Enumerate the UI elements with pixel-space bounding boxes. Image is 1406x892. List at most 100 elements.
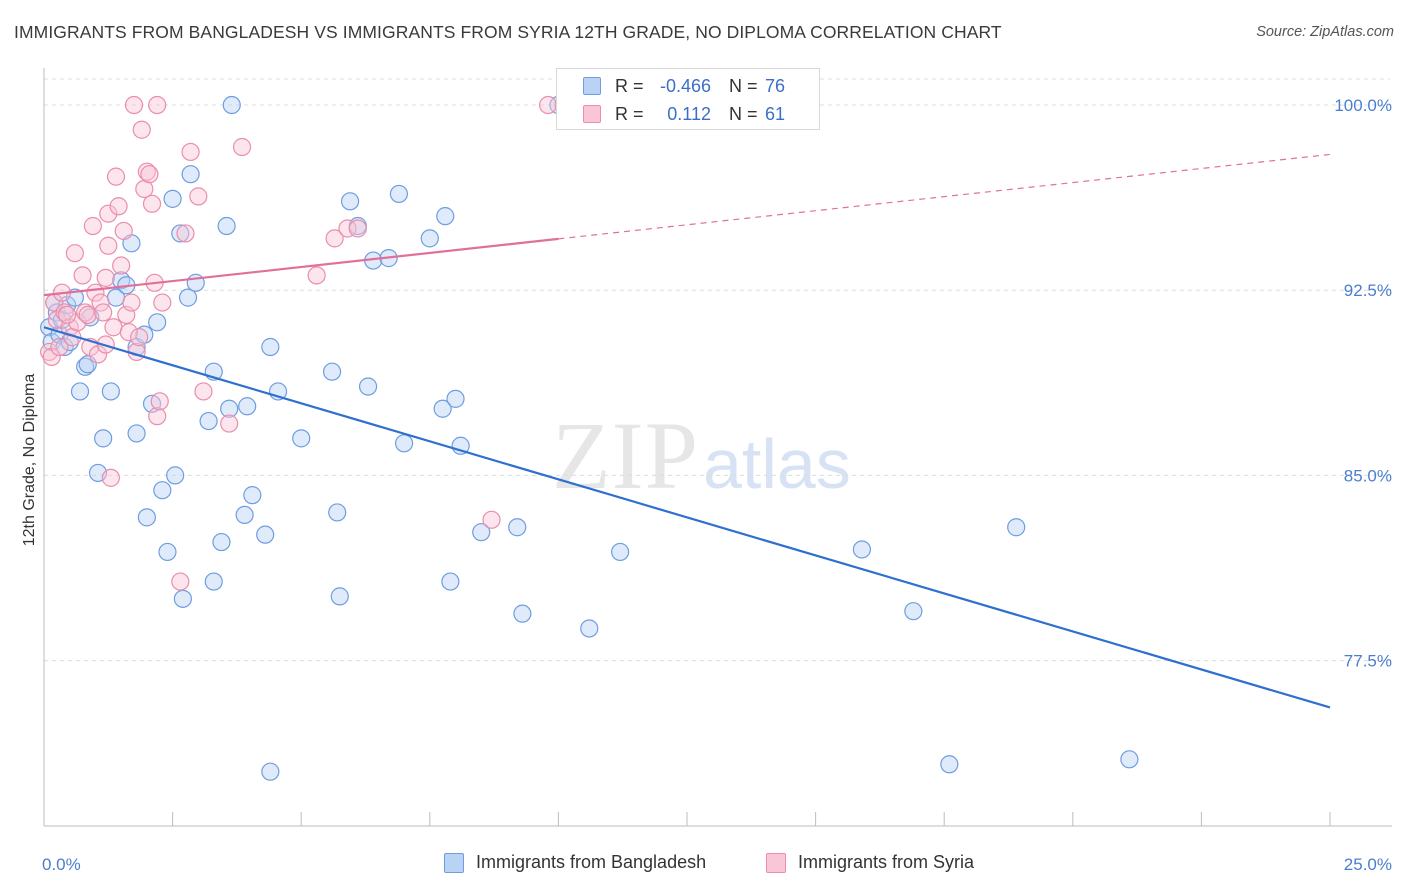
bangladesh-point — [127, 424, 146, 443]
trend-lines — [43, 153, 1331, 709]
bangladesh-point — [433, 399, 452, 418]
bangladesh-point — [611, 542, 630, 562]
syria-point — [132, 120, 151, 139]
bangladesh-point — [322, 362, 342, 381]
syria-point — [142, 194, 162, 213]
data-points — [40, 95, 1139, 781]
syria-point — [104, 318, 123, 337]
r-value: -0.466 — [659, 75, 711, 96]
syria-point — [148, 407, 167, 426]
syria-point — [114, 221, 133, 241]
bangladesh-point — [256, 525, 275, 544]
x-tick-labels: 0.0% 25.0% — [42, 855, 1392, 874]
bangladesh-point — [153, 481, 172, 500]
legend-item-bangladesh[interactable]: Immigrants from Bangladesh — [444, 852, 706, 873]
stats-row-bangladesh: R = -0.466 N = 76 — [557, 72, 785, 100]
bangladesh-point — [852, 540, 871, 559]
legend-label: Immigrants from Bangladesh — [476, 852, 707, 872]
bangladesh-point — [261, 762, 280, 781]
r-label: R = — [615, 75, 644, 96]
bangladesh-point — [212, 532, 231, 552]
syria-point — [220, 414, 239, 433]
bangladesh-point — [171, 224, 190, 243]
syria-point — [338, 219, 357, 238]
bangladesh-point — [1007, 518, 1026, 537]
syria-point — [348, 219, 367, 238]
syria-point — [189, 187, 208, 206]
bangladesh-point — [238, 397, 257, 416]
bangladesh-point — [940, 755, 959, 774]
bangladesh-point — [420, 229, 439, 248]
bangladesh-point — [358, 377, 378, 396]
syria-point — [112, 256, 131, 275]
n-label: N = — [729, 75, 758, 96]
bangladesh-point — [1120, 750, 1139, 769]
x-tick-label: 25.0% — [1344, 855, 1392, 874]
legend-item-syria[interactable]: Immigrants from Syria — [766, 852, 974, 873]
y-tick-labels: 77.5% 85.0% 92.5% 100.0% — [1334, 96, 1392, 671]
bangladesh-point — [158, 542, 177, 562]
stats-row-syria: R = 0.112 N = 61 — [557, 100, 785, 128]
bangladesh-point — [178, 288, 198, 307]
bangladesh-point — [181, 165, 200, 184]
syria-point — [109, 197, 128, 216]
syria-point — [99, 236, 118, 255]
r-label: R = — [615, 103, 644, 124]
syria-point — [194, 382, 213, 401]
bangladesh-point — [204, 572, 223, 591]
bangladesh-point — [472, 523, 491, 542]
bangladesh-point — [217, 216, 236, 236]
y-tick-label: 77.5% — [1344, 652, 1392, 671]
syria-point — [65, 244, 84, 263]
r-value: 0.112 — [667, 103, 711, 124]
syria-point — [58, 305, 77, 325]
syria-point — [307, 266, 326, 285]
syria-point — [78, 305, 97, 325]
bangladesh-point — [389, 184, 409, 204]
bangladesh-point — [580, 619, 599, 638]
y-tick-label: 85.0% — [1344, 466, 1392, 485]
y-tick-label: 92.5% — [1344, 281, 1392, 300]
legend: Immigrants from Bangladesh Immigrants fr… — [0, 852, 1406, 878]
syria-point — [99, 204, 118, 223]
syria-point — [181, 142, 200, 162]
bangladesh-point — [199, 411, 218, 431]
n-value: 76 — [765, 75, 786, 96]
syria-point — [106, 167, 126, 186]
bangladesh-point — [173, 589, 192, 608]
bangladesh-point — [76, 357, 95, 376]
watermark-atlas: atlas — [703, 425, 851, 503]
syria-point — [119, 323, 138, 342]
axes — [43, 68, 1392, 827]
bangladesh-point — [70, 382, 90, 401]
bangladesh-point — [235, 505, 254, 524]
gridlines — [44, 78, 1390, 662]
syria-trend-line-extension — [558, 153, 1331, 240]
bangladesh-point — [60, 332, 79, 352]
watermark: ZIPatlas — [552, 400, 851, 511]
bangladesh-point — [436, 207, 455, 226]
syria-point — [40, 342, 59, 362]
syria-point — [68, 313, 87, 332]
syria-point — [325, 229, 344, 248]
bangladesh-point — [340, 192, 360, 211]
bangladesh-point — [94, 429, 113, 448]
bangladesh-point — [222, 95, 241, 115]
y-tick-label: 100.0% — [1334, 96, 1392, 115]
syria-point — [176, 224, 195, 243]
x-tick-label: 0.0% — [42, 855, 81, 874]
legend-label: Immigrants from Syria — [798, 852, 975, 872]
bangladesh-point — [112, 271, 131, 290]
chart-title: IMMIGRANTS FROM BANGLADESH VS IMMIGRANTS… — [14, 22, 1002, 42]
bangladesh-point — [328, 503, 347, 522]
watermark-zip: ZIP — [552, 402, 699, 509]
syria-point — [539, 95, 558, 115]
syria-point — [124, 95, 144, 115]
bangladesh-point — [163, 189, 182, 208]
bangladesh-point — [904, 602, 923, 621]
bangladesh-point — [220, 399, 239, 418]
n-value: 61 — [765, 103, 786, 124]
syria-point — [76, 303, 95, 322]
syria-point — [83, 216, 102, 236]
